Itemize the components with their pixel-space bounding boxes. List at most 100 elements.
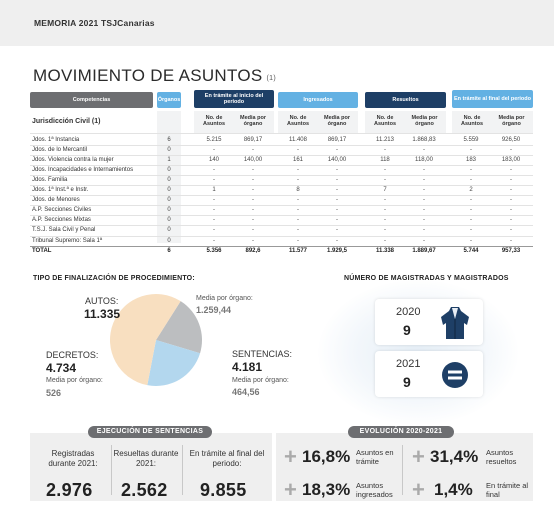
decretos-media-value: 526: [46, 388, 62, 398]
table-row-label: Jdos. de lo Mercantil: [32, 146, 88, 153]
table-cell: -: [336, 197, 338, 204]
ejecucion-title: EJECUCIÓN DE SENTENCIAS: [88, 426, 212, 438]
header-organos: Órganos: [157, 92, 181, 108]
evolucion-separator: [402, 445, 403, 495]
table-row-line: [30, 154, 533, 156]
table-cell: -: [213, 237, 215, 244]
table-cell-organos: 0: [167, 217, 171, 224]
table-row-line: [30, 235, 533, 237]
table-row-line: [30, 174, 533, 176]
sub-media-ingresados: Media por órgano: [324, 115, 350, 128]
sub-media-final: Media por órgano: [498, 115, 525, 128]
memoria-label: MEMORIA 2021 TSJCanarias: [34, 18, 155, 28]
autos-value: 11.335: [84, 307, 121, 321]
table-cell: -: [510, 146, 512, 153]
ejecucion-separator-2: [182, 445, 183, 495]
table-cell: -: [384, 217, 386, 224]
table-cell: 5.356: [206, 247, 222, 254]
table-row-line: [30, 195, 533, 197]
table-cell: -: [252, 176, 254, 183]
evolucion-pct-resueltos: 31,4%: [430, 447, 479, 466]
pie-slice-decretos: [147, 340, 201, 386]
year-2021: 2021: [396, 358, 421, 370]
tramite-label: En trámite al final del periodo:: [189, 449, 265, 468]
header-final: En trámite al final del periodo: [452, 90, 533, 108]
table-cell: -: [423, 197, 425, 204]
table-cell: 869,17: [327, 136, 347, 143]
table-row-line: [30, 205, 533, 207]
table-row-line: [30, 245, 533, 247]
table-cell: 11.213: [376, 136, 394, 143]
evolucion-desc-ingresados: Asuntos ingresados: [356, 481, 393, 499]
sub-no-final: No. de Asuntos: [461, 115, 483, 128]
evolucion-pct-final: 1,4%: [434, 480, 473, 499]
table-cell: -: [384, 197, 386, 204]
section-line: [30, 133, 533, 134]
table-cell: -: [384, 227, 386, 234]
autos-media-label: Media por órgano:: [196, 295, 253, 302]
registradas-label: Registradas durante 2021:: [48, 449, 98, 468]
table-row-line: [30, 164, 533, 166]
table-cell: 1.868,83: [412, 136, 436, 143]
table-cell: 140: [208, 156, 219, 163]
table-cell-organos: 0: [167, 146, 171, 153]
registradas-value: 2.976: [46, 480, 93, 500]
table-cell: -: [423, 187, 425, 193]
evolucion-band: [276, 433, 533, 501]
header-competencias: Competencias: [30, 92, 153, 108]
table-cell: 1.929,5: [326, 247, 348, 254]
table-cell-organos: 0: [167, 176, 171, 183]
table-cell: -: [470, 207, 472, 214]
table-cell: -: [423, 166, 425, 173]
table-cell: -: [510, 227, 512, 234]
sentencias-media-label: Media por órgano:: [232, 377, 289, 384]
decretos-label: DECRETOS:: [46, 350, 99, 360]
table-cell: 11.577: [288, 247, 308, 254]
table-cell: 5.744: [463, 247, 479, 254]
table-cell: 118,00: [415, 156, 433, 163]
table-cell: -: [297, 176, 299, 183]
sub-no-resueltos: No. de Asuntos: [374, 115, 396, 128]
table-cell: -: [252, 217, 254, 224]
table-cell-organos: 1: [167, 156, 171, 163]
table-cell: -: [213, 227, 215, 234]
sentencias-label: SENTENCIAS:: [232, 349, 293, 359]
table-cell: 8: [296, 187, 300, 193]
table-cell: 926,50: [501, 136, 521, 143]
count-2020: 9: [403, 322, 411, 338]
subheader-bg-inicio: [194, 111, 274, 133]
table-cell: -: [384, 166, 386, 173]
table-cell: 869,17: [243, 136, 263, 143]
top-bar: MEMORIA 2021 TSJCanarias: [0, 0, 554, 46]
table-cell: -: [423, 146, 425, 153]
table-cell: 2: [469, 187, 473, 193]
table-cell: -: [510, 166, 512, 173]
table-cell: 892,6: [245, 247, 261, 254]
evolucion-pct-ingresados: 18,3%: [302, 480, 351, 499]
table-cell: -: [470, 237, 472, 244]
autos-label: AUTOS:: [85, 296, 119, 306]
table-cell-organos: 0: [167, 207, 171, 214]
sentencias-value: 4.181: [232, 360, 263, 374]
decretos-value: 4.734: [46, 361, 77, 375]
judge-robe-icon: [441, 307, 469, 339]
table-cell: 1: [212, 187, 216, 193]
table-cell: -: [297, 146, 299, 153]
ejecucion-separator-1: [111, 445, 112, 495]
jurisdiccion-civil-label: Jurisdicción Civil (1): [32, 118, 101, 125]
header-inicio: En trámite al inicio del periodo: [194, 90, 274, 108]
table-cell: 161: [292, 156, 303, 163]
equal-icon: [442, 362, 468, 388]
table-cell-organos: 0: [167, 197, 171, 204]
table-cell: 5.215: [206, 136, 222, 143]
evolucion-desc-resueltos: Asuntos resueltos: [486, 448, 517, 466]
table-cell: 5.559: [463, 136, 479, 143]
table-cell: 1.889,67: [412, 247, 436, 254]
count-2021: 9: [403, 374, 411, 390]
plus-icon-3: +: [284, 477, 297, 502]
table-cell: -: [423, 227, 425, 234]
table-cell: 183,00: [501, 156, 521, 163]
table-cell: -: [336, 227, 338, 234]
ejecucion-band: [30, 433, 272, 501]
table-cell: -: [470, 227, 472, 234]
